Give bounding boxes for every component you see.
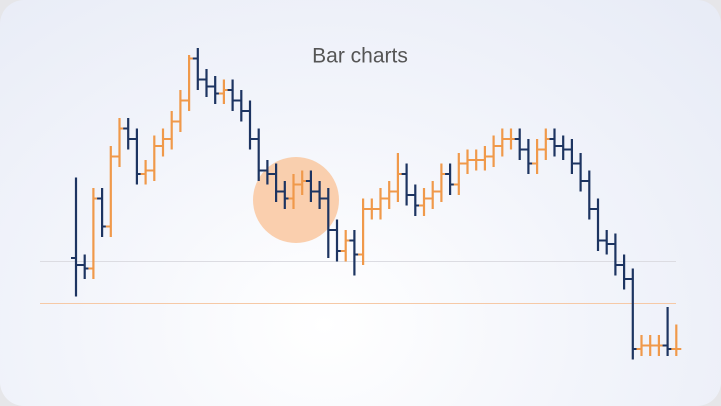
highlight-circle	[253, 157, 339, 243]
chart-title: Bar charts	[312, 45, 408, 68]
